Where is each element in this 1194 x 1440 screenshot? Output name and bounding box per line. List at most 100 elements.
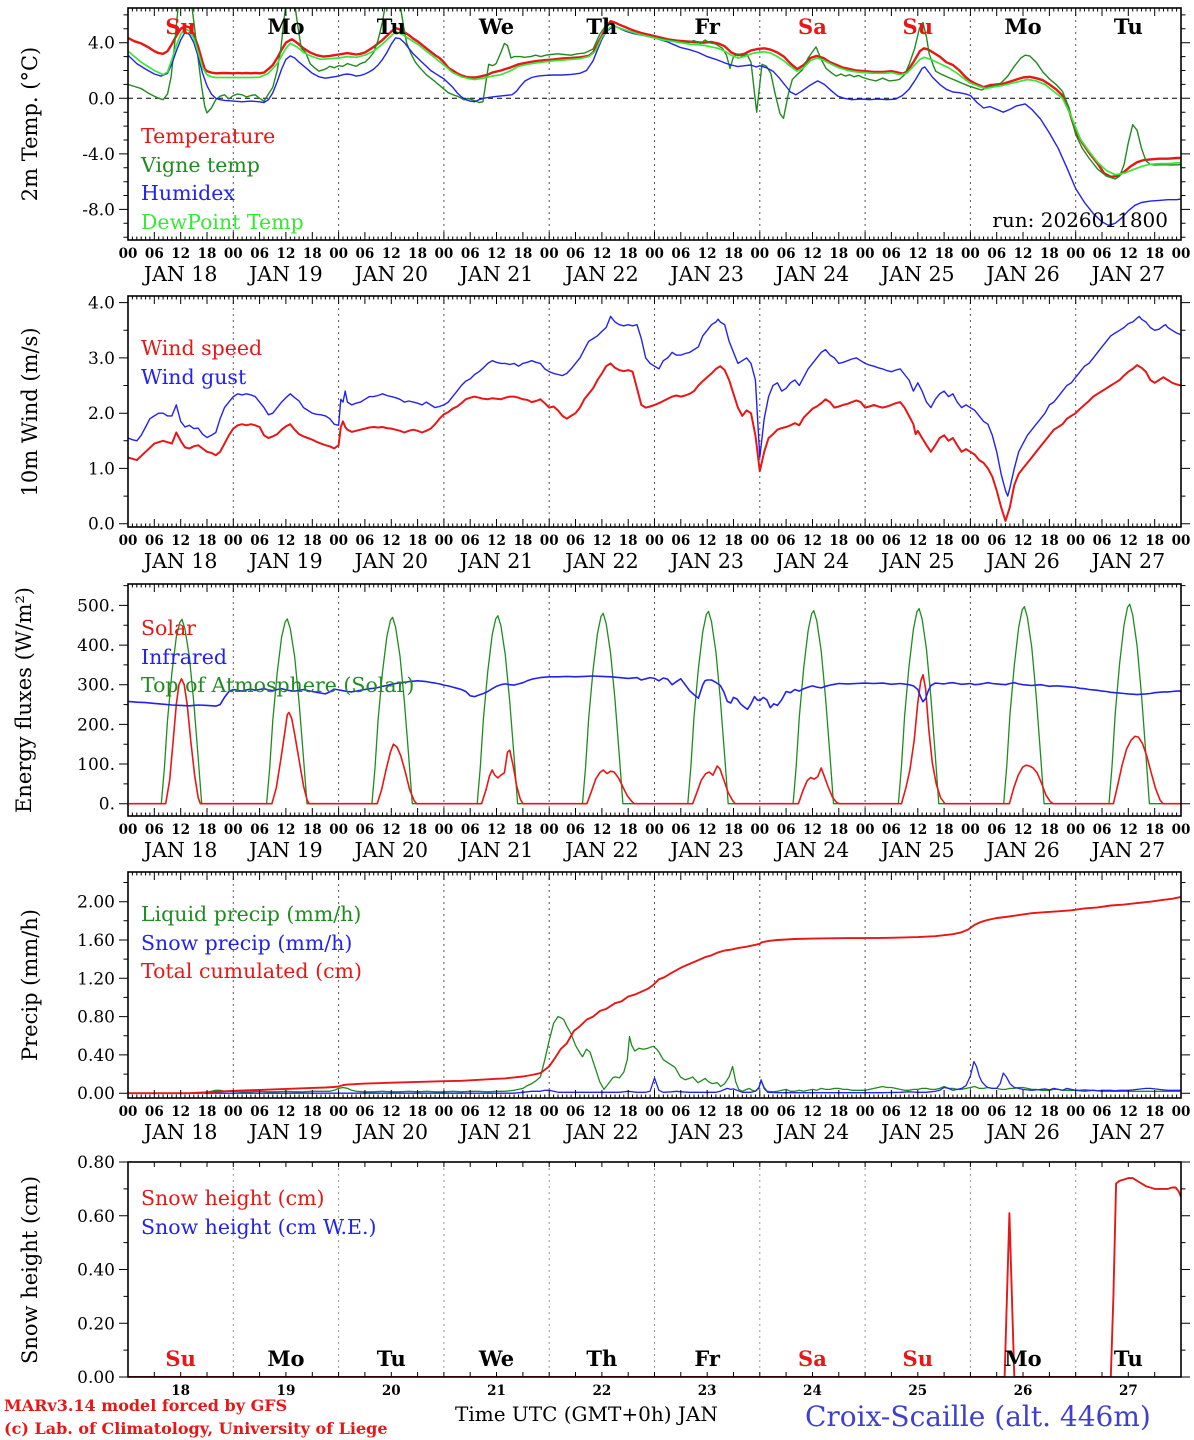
legend-vigne-temp: Vigne temp (141, 152, 260, 177)
weekday-label: Tu (377, 14, 406, 39)
y-tick-label: 2.00 (77, 893, 115, 913)
y-tick-label: 1.0 (88, 459, 115, 479)
hour-label: 06 (1093, 822, 1112, 838)
hour-label: 12 (1014, 246, 1033, 262)
hour-label: 18 (198, 533, 217, 549)
hour-label: 18 (1040, 1104, 1059, 1120)
date-label: JAN 22 (563, 838, 639, 862)
date-label: JAN 18 (142, 262, 218, 286)
hour-label: 06 (461, 1104, 480, 1120)
hour-label: 00 (1066, 1104, 1085, 1120)
panel-temp: 4.0 0.0 -4.0 -8.0 00 06 12 18 00 06 12 18 00 06 12 18 00… (82, 7, 1191, 286)
hour-label: 18 (1040, 246, 1059, 262)
hour-label: 06 (566, 822, 585, 838)
date-label: JAN 19 (247, 1120, 323, 1144)
y-ticks (119, 302, 1190, 525)
hour-label: 00 (961, 246, 980, 262)
hour-label: 18 (1145, 822, 1164, 838)
hour-label: 12 (1014, 822, 1033, 838)
hour-label: 06 (250, 533, 269, 549)
hour-label: 12 (171, 822, 190, 838)
hour-label: 12 (171, 533, 190, 549)
hour-label: 12 (803, 246, 822, 262)
hour-label: 06 (250, 1104, 269, 1120)
hour-label: 06 (1093, 533, 1112, 549)
hour-label: 12 (277, 533, 296, 549)
legend-solar: Solar (141, 616, 196, 640)
hour-label: 12 (1014, 1104, 1033, 1120)
weekday-label: Su (903, 1346, 933, 1371)
hour-label: 00 (1172, 246, 1191, 262)
snow-precip-line (128, 1060, 1181, 1094)
hour-label: 06 (671, 822, 690, 838)
hour-label: 06 (777, 246, 796, 262)
hour-label: 12 (171, 1104, 190, 1120)
hour-label: 00 (329, 1104, 348, 1120)
panel-frame (127, 1161, 1182, 1378)
y-tick-label: 200. (77, 715, 115, 735)
hour-label: 06 (671, 1104, 690, 1120)
hour-label: 18 (724, 533, 743, 549)
date-label: JAN 21 (458, 549, 534, 573)
hour-label: 18 (198, 1104, 217, 1120)
xaxis-title: Time UTC (GMT+0h) JAN (455, 1402, 718, 1426)
hour-label: 06 (145, 246, 164, 262)
hour-label: 00 (856, 246, 875, 262)
weekday-label: Fr (694, 1346, 721, 1371)
date-label: JAN 24 (774, 262, 850, 286)
hour-label: 06 (987, 822, 1006, 838)
y-tick-label: 3.0 (88, 349, 115, 369)
hour-label: 12 (1119, 246, 1138, 262)
hour-label: 12 (382, 246, 401, 262)
legend-temperature: Temperature (141, 124, 276, 148)
hour-label: 12 (908, 822, 927, 838)
hour-label: 12 (908, 246, 927, 262)
ylabel-flux: Energy fluxes (W/m²) (12, 587, 36, 813)
hour-label: 00 (540, 1104, 559, 1120)
hour-label: 06 (566, 246, 585, 262)
panel-frame (127, 871, 1182, 1099)
hour-label: 18 (1040, 822, 1059, 838)
hour-label: 06 (250, 246, 269, 262)
hour-label: 00 (750, 1104, 769, 1120)
y-tick-label: 0.40 (77, 1046, 115, 1066)
hour-label: 18 (829, 246, 848, 262)
date-label: JAN 27 (1090, 262, 1166, 286)
hour-label: 06 (671, 533, 690, 549)
hour-label: 12 (592, 822, 611, 838)
day-number-label: 18 (171, 1383, 190, 1399)
y-tick-label: -8.0 (82, 200, 115, 220)
hour-label: 18 (303, 822, 322, 838)
snow-height-line (128, 1177, 1181, 1377)
hour-label: 18 (935, 246, 954, 262)
hour-label: 06 (461, 246, 480, 262)
hour-label: 00 (119, 533, 138, 549)
weekday-label: Sa (798, 1346, 827, 1371)
y-tick-label: 500. (77, 596, 115, 616)
dewpoint-temp-line (128, 24, 1181, 176)
hour-label: 06 (777, 1104, 796, 1120)
day-number-label: 23 (698, 1383, 717, 1399)
date-label: JAN 24 (774, 1120, 850, 1144)
y-tick-label: 0.00 (77, 1084, 115, 1104)
hour-label: 18 (303, 246, 322, 262)
hour-label: 00 (435, 822, 454, 838)
y-tick-label: 0.0 (88, 515, 115, 535)
hour-label: 00 (1066, 533, 1085, 549)
y-tick-label: 0.0 (88, 89, 115, 109)
date-label: JAN 25 (879, 262, 955, 286)
hour-label: 18 (408, 533, 427, 549)
date-label: JAN 20 (352, 549, 428, 573)
y-ticks (119, 585, 1190, 805)
hour-label: 18 (619, 533, 638, 549)
day-number-label: 20 (382, 1383, 401, 1399)
model-credit: MARv3.14 model forced by GFS (4, 1396, 288, 1415)
hour-label: 06 (671, 246, 690, 262)
hour-label: 06 (566, 533, 585, 549)
hour-label: 12 (277, 822, 296, 838)
hour-label: 06 (987, 1104, 1006, 1120)
hour-label: 00 (961, 822, 980, 838)
humidex-line (128, 25, 1181, 227)
